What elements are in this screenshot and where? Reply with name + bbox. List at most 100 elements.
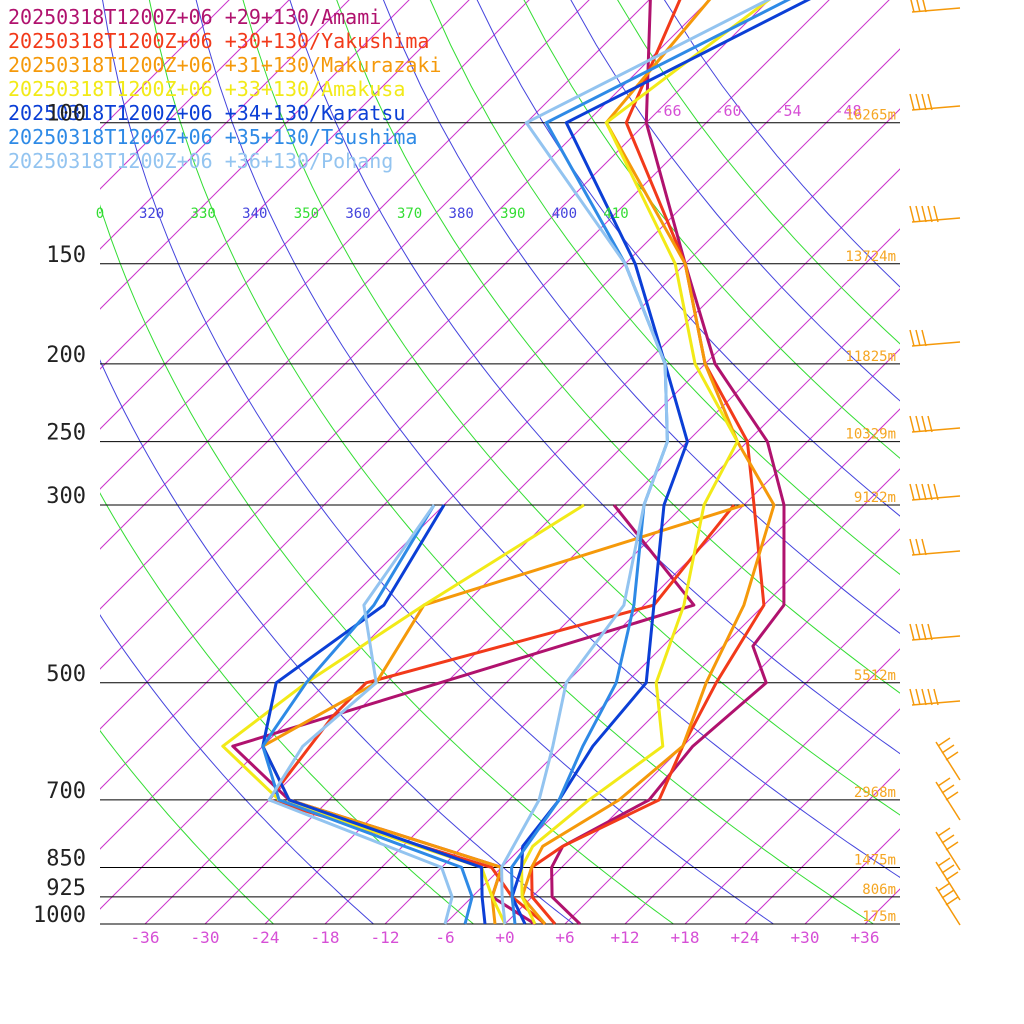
pressure-label-200: 200 [46,343,86,368]
dry-adiabat-line [100,614,374,925]
wind-barb-feather [941,889,955,899]
temperature-tick-label: -6 [435,928,454,947]
wind-barb-feather [909,415,915,433]
series-0-temperature-line [550,0,786,926]
height-label-250: 10329m [845,427,896,443]
height-label-700: 2968m [854,785,896,801]
temperature-tick-label: +18 [671,928,700,947]
dry-adiabat-line [523,0,900,459]
wind-barb [909,483,961,501]
pressure-label-1000: 1000 [33,903,86,928]
wind-barb-feather [927,93,933,111]
dry-adiabat-line [102,0,774,925]
wind-barb [935,827,961,871]
wind-barb-feather [916,0,921,13]
temperature-tick-label: -36 [131,928,160,947]
wind-barb-feather [927,483,933,501]
wind-barb-feather [921,688,927,706]
wind-barb-feather [945,841,959,851]
wind-barb-feather [909,483,915,501]
legend-entry-0: 20250318T1200Z+06 +29+130/Amami [8,5,381,29]
wind-barb-feather [922,0,927,13]
height-label-925: 806m [862,882,896,898]
wind-barb-feather [921,623,927,641]
isotherm-line [324,348,900,925]
wind-barb-feather [933,483,939,501]
dry-adiabat-line [429,0,900,576]
wind-barb [909,623,961,641]
isotherm-line [985,0,1024,924]
wind-barb-feather [937,777,951,787]
temperature-tick-label: +6 [555,928,574,947]
temperature-tick-label: -12 [371,928,400,947]
dry-adiabat-line [570,0,900,402]
wind-barb-feather [915,93,921,111]
wind-barb-shaft [935,831,961,871]
theta-label: 410 [603,206,628,222]
legend-entry-4: 20250318T1200Z+06 +34+130/Karatsu [8,101,405,125]
series-6-dewpoint-line [267,504,454,925]
wind-barb-feather [941,784,955,794]
wind-barb-feather [921,415,927,433]
wind-barb-shaft [935,886,961,926]
dry-adiabat-line [148,0,874,925]
wind-barb [910,0,961,13]
wind-barb-feather [909,205,915,223]
theta-label: 350 [294,206,319,222]
height-label-500: 5512m [854,668,896,684]
pressure-label-150: 150 [46,243,86,268]
legend-entry-3: 20250318T1200Z+06 +33+130/Amakusa [8,77,405,101]
wind-barb-feather [937,857,951,867]
wind-barb-feather [909,329,915,347]
height-labels: 16265m 13724m 11825m 10329m 9122m 5512m 2968m 1… [845,108,896,925]
wind-barb [909,93,961,111]
wind-barb-shaft [935,781,961,821]
isotherm-line [384,408,900,925]
theta-label: 330 [191,206,216,222]
isotherm-line [444,468,900,925]
wind-barb-feather [945,896,959,906]
temperature-tick-label: -30 [191,928,220,947]
wind-barb [935,777,961,821]
pressure-label-850: 850 [46,846,86,871]
wind-barb-feather [915,623,921,641]
wind-barb-feather [921,483,927,501]
wind-barb-feather [921,538,927,556]
temperature-axis-labels: -36 -30 -24 -18 -12 -6 +0 +6 +12 +18 +24 +30 +36 [131,928,880,947]
legend-entry-5: 20250318T1200Z+06 +35+130/Tsushima [8,125,417,149]
sounding-series [221,0,811,926]
legend-entry-2: 20250318T1200Z+06 +31+130/Makurazaki [8,53,441,77]
height-label-300: 9122m [854,490,896,506]
series-6-temperature-line [500,0,771,925]
wind-barb [935,857,961,901]
wind-barb-feather [927,688,933,706]
dry-adiabat-line [476,0,900,517]
upper-temperature-label: -66 [654,102,681,120]
temperature-tick-label: -24 [251,928,280,947]
pressure-label-250: 250 [46,421,86,446]
series-4-dewpoint-line [261,504,487,925]
wind-barb [909,329,961,347]
legend-entry-6: 20250318T1200Z+06 +36+130/Pohang [8,149,393,173]
pressure-label-100: 100 [46,102,86,127]
wind-barb-feather [910,0,915,13]
wind-barb [909,205,961,223]
dry-adiabat-line [289,0,900,755]
dry-adiabat-line [100,204,674,925]
isobar-lines [100,122,900,925]
temperature-tick-label: +0 [495,928,514,947]
wind-barb-feather [941,744,955,754]
wind-barb-feather [927,205,933,223]
legend: 20250318T1200Z+06 +29+130/Amami 20250318T… [8,5,441,173]
wind-barb-feather [915,538,921,556]
theta-label: 340 [242,206,267,222]
wind-barb-feather [915,205,921,223]
temperature-tick-label: +30 [791,928,820,947]
wind-barb-feather [915,688,921,706]
dry-adiabat-line [100,492,474,925]
series-1-temperature-line [530,0,766,925]
isotherm-line [684,708,900,925]
wind-barb-feather [941,834,955,844]
series-2-temperature-line [520,0,776,925]
